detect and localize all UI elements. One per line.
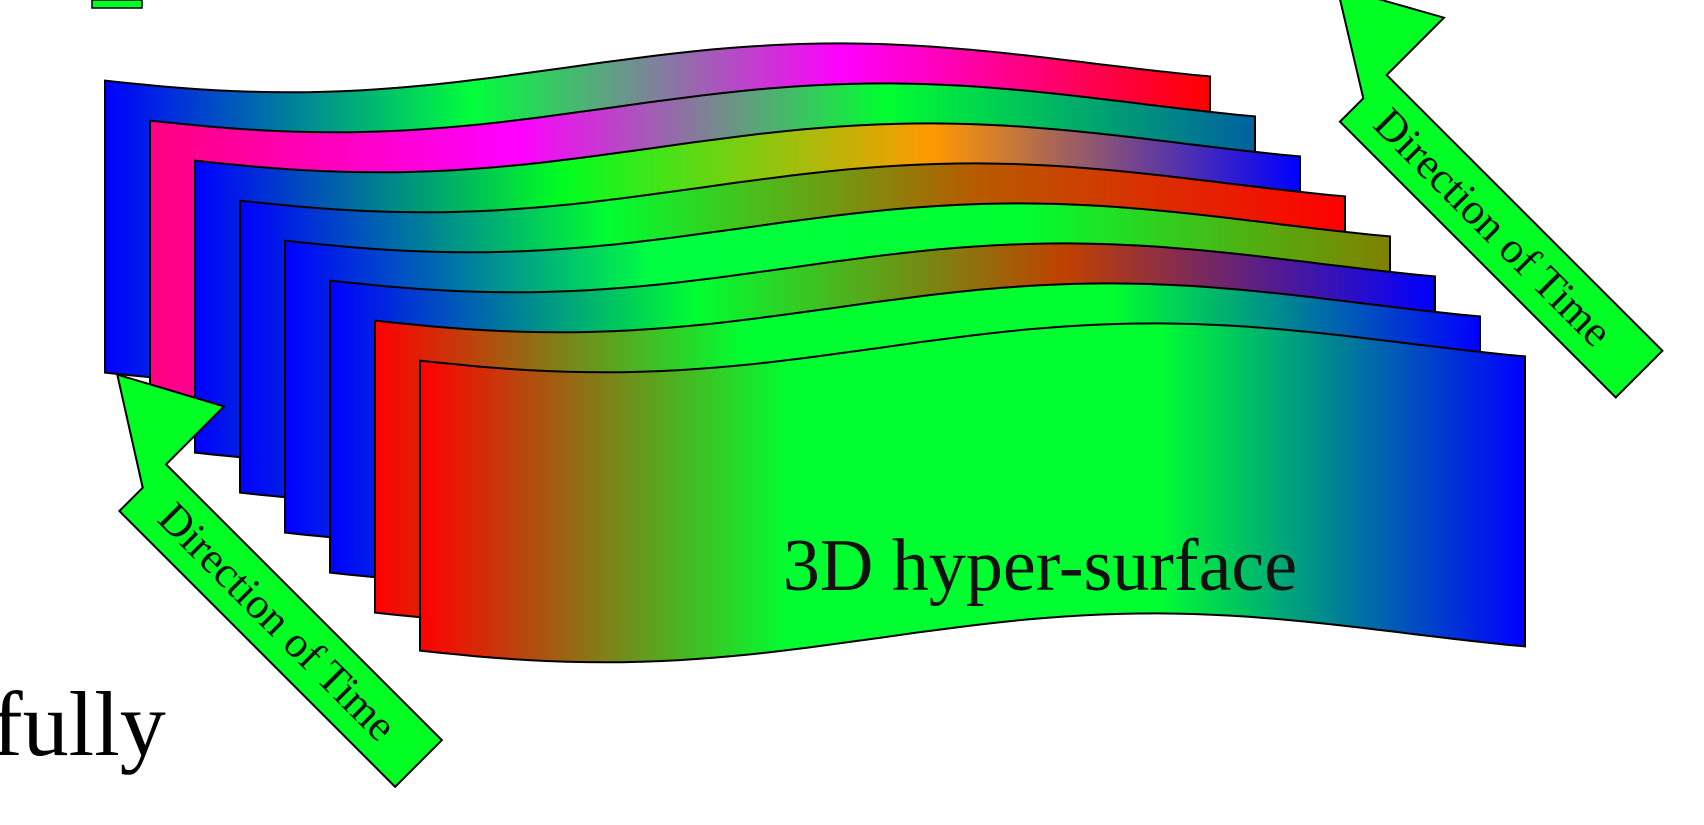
front-surface-layer	[419, 322, 1526, 664]
green-marker	[91, 0, 143, 9]
arrow-left-shape	[115, 373, 444, 789]
surface-layers	[104, 42, 1526, 664]
arrow-right-shape	[1335, 0, 1664, 399]
left-fragment-text: fully	[0, 673, 166, 775]
surface-label: 3D hyper-surface	[783, 525, 1297, 607]
